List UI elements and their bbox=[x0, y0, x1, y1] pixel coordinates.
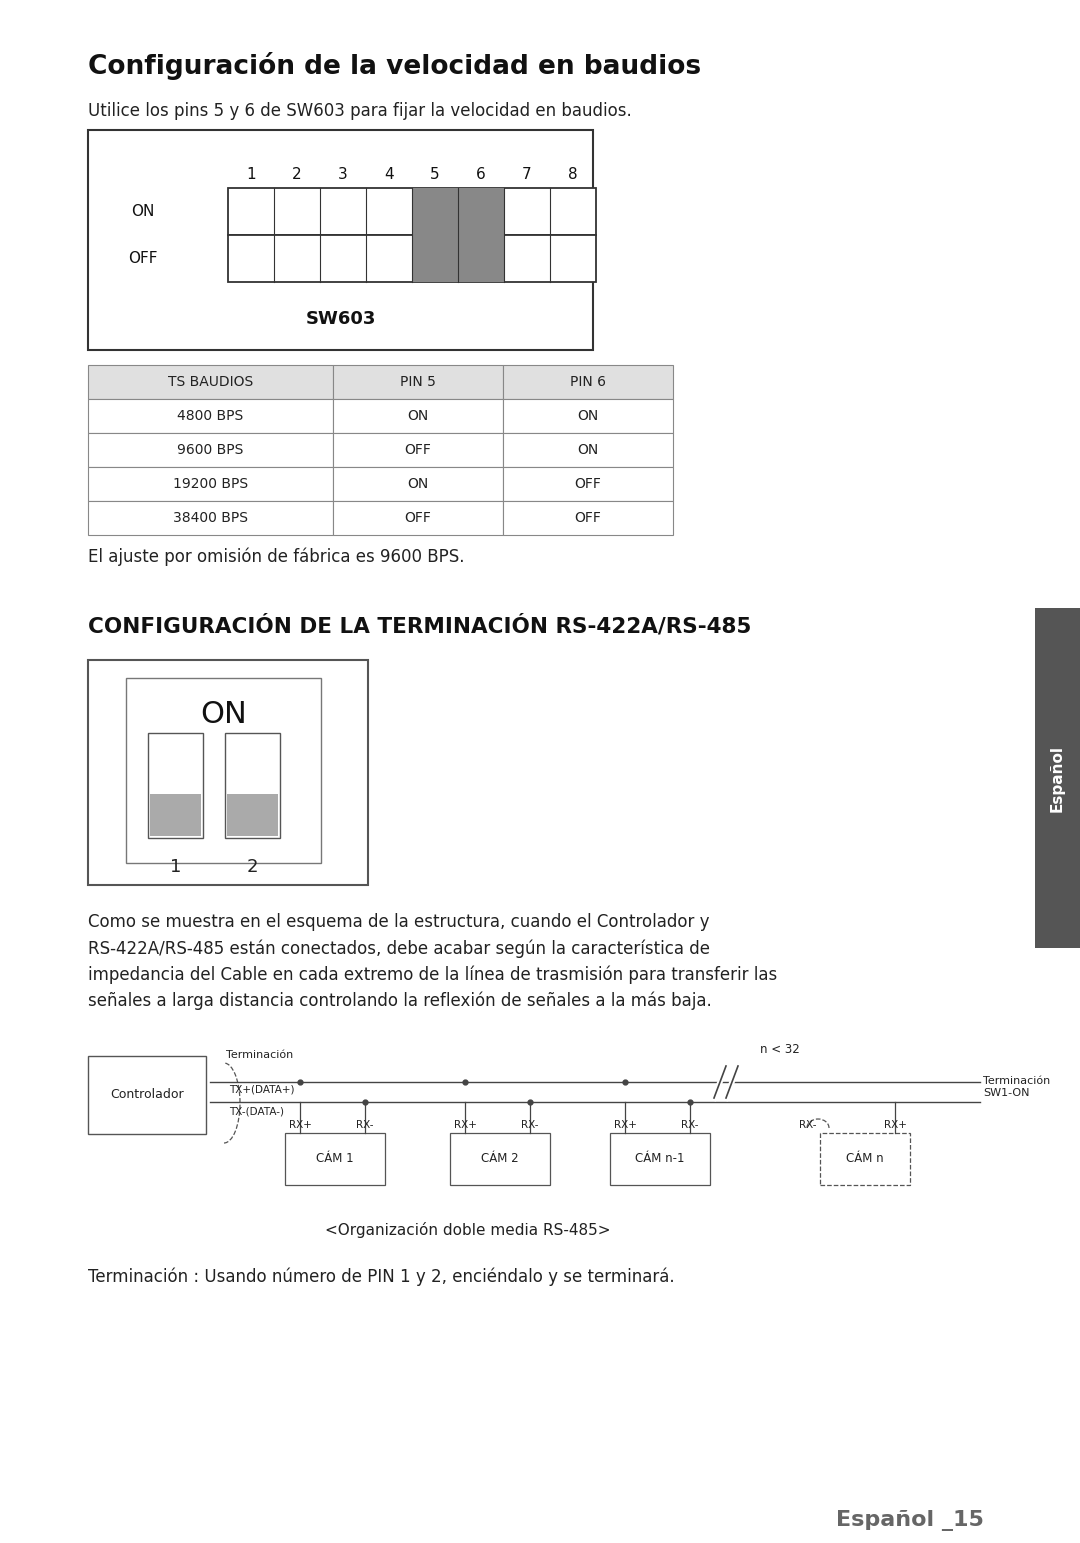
Text: impedancia del Cable en cada extremo de la línea de trasmisión para transferir l: impedancia del Cable en cada extremo de … bbox=[87, 964, 778, 983]
Bar bbox=[503, 400, 673, 434]
Text: Utilice los pins 5 y 6 de SW603 para fijar la velocidad en baudios.: Utilice los pins 5 y 6 de SW603 para fij… bbox=[87, 102, 632, 120]
Text: 5: 5 bbox=[430, 167, 440, 182]
Text: OFF: OFF bbox=[575, 477, 602, 491]
Text: CÁM 1: CÁM 1 bbox=[316, 1153, 354, 1165]
Text: ON: ON bbox=[407, 477, 429, 491]
Text: Controlador: Controlador bbox=[110, 1088, 184, 1102]
Text: RX+: RX+ bbox=[288, 1120, 311, 1129]
Text: Español _15: Español _15 bbox=[836, 1511, 984, 1531]
Text: PIN 5: PIN 5 bbox=[400, 375, 436, 389]
Bar bbox=[333, 366, 503, 400]
Text: Terminación: Terminación bbox=[983, 1075, 1050, 1086]
Text: RX-: RX- bbox=[681, 1120, 699, 1129]
Text: CÁM 2: CÁM 2 bbox=[482, 1153, 518, 1165]
Text: ON: ON bbox=[578, 443, 598, 457]
Text: CÁM n-1: CÁM n-1 bbox=[635, 1153, 685, 1165]
Text: OFF: OFF bbox=[405, 511, 431, 525]
Text: Como se muestra en el esquema de la estructura, cuando el Controlador y: Como se muestra en el esquema de la estr… bbox=[87, 913, 710, 930]
Bar bbox=[148, 733, 203, 838]
Bar bbox=[820, 1133, 910, 1185]
Text: 1: 1 bbox=[246, 167, 256, 182]
Bar bbox=[458, 235, 504, 282]
Text: Terminación : Usando número de PIN 1 y 2, enciéndalo y se terminará.: Terminación : Usando número de PIN 1 y 2… bbox=[87, 1268, 675, 1287]
Text: ON: ON bbox=[578, 409, 598, 423]
Text: 7: 7 bbox=[523, 167, 531, 182]
Bar bbox=[333, 434, 503, 468]
Text: 3: 3 bbox=[338, 167, 348, 182]
Text: 2: 2 bbox=[293, 167, 301, 182]
Text: RX-: RX- bbox=[522, 1120, 539, 1129]
Text: Terminación: Terminación bbox=[226, 1049, 294, 1060]
Text: 6: 6 bbox=[476, 167, 486, 182]
Text: RX+: RX+ bbox=[454, 1120, 476, 1129]
Text: 4: 4 bbox=[384, 167, 394, 182]
Bar bbox=[150, 795, 201, 836]
Text: OFF: OFF bbox=[129, 252, 158, 265]
Bar bbox=[450, 1133, 550, 1185]
Text: señales a larga distancia controlando la reflexión de señales a la más baja.: señales a larga distancia controlando la… bbox=[87, 991, 712, 1009]
Bar bbox=[87, 660, 368, 886]
Text: RX-: RX- bbox=[799, 1120, 816, 1129]
Bar bbox=[503, 501, 673, 535]
Text: SW603: SW603 bbox=[306, 310, 376, 329]
Text: CONFIGURACIÓN DE LA TERMINACIÓN RS-422A/RS-485: CONFIGURACIÓN DE LA TERMINACIÓN RS-422A/… bbox=[87, 616, 752, 637]
Text: TX-(DATA-): TX-(DATA-) bbox=[229, 1106, 284, 1116]
Text: 19200 BPS: 19200 BPS bbox=[173, 477, 248, 491]
Text: 1: 1 bbox=[170, 858, 181, 876]
Bar bbox=[503, 434, 673, 468]
Bar bbox=[227, 795, 278, 836]
Bar bbox=[87, 468, 333, 501]
Bar bbox=[225, 733, 280, 838]
Text: ON: ON bbox=[200, 701, 247, 728]
Text: 8: 8 bbox=[568, 167, 578, 182]
Text: El ajuste por omisión de fábrica es 9600 BPS.: El ajuste por omisión de fábrica es 9600… bbox=[87, 548, 464, 566]
Text: ON: ON bbox=[132, 204, 154, 219]
Bar bbox=[411, 235, 458, 282]
Text: ON: ON bbox=[407, 409, 429, 423]
Text: RX+: RX+ bbox=[883, 1120, 906, 1129]
Bar bbox=[333, 400, 503, 434]
Bar bbox=[228, 188, 596, 235]
Bar bbox=[87, 130, 593, 350]
Text: Configuración de la velocidad en baudios: Configuración de la velocidad en baudios bbox=[87, 52, 701, 80]
Text: OFF: OFF bbox=[405, 443, 431, 457]
Text: PIN 6: PIN 6 bbox=[570, 375, 606, 389]
Text: <Organización doble media RS-485>: <Organización doble media RS-485> bbox=[325, 1222, 611, 1237]
Bar bbox=[610, 1133, 710, 1185]
Bar bbox=[333, 501, 503, 535]
Text: TX+(DATA+): TX+(DATA+) bbox=[229, 1085, 295, 1096]
Bar bbox=[87, 1055, 206, 1134]
Bar bbox=[333, 468, 503, 501]
Text: 38400 BPS: 38400 BPS bbox=[173, 511, 248, 525]
Bar bbox=[228, 235, 596, 282]
Text: SW1-ON: SW1-ON bbox=[983, 1088, 1029, 1099]
Bar bbox=[87, 501, 333, 535]
Text: OFF: OFF bbox=[575, 511, 602, 525]
Text: 2: 2 bbox=[246, 858, 258, 876]
Text: RS-422A/RS-485 están conectados, debe acabar según la característica de: RS-422A/RS-485 están conectados, debe ac… bbox=[87, 940, 710, 958]
Bar bbox=[411, 188, 458, 235]
Text: RX-: RX- bbox=[356, 1120, 374, 1129]
Bar bbox=[285, 1133, 384, 1185]
Text: 4800 BPS: 4800 BPS bbox=[177, 409, 244, 423]
Text: 9600 BPS: 9600 BPS bbox=[177, 443, 244, 457]
Bar bbox=[458, 188, 504, 235]
Text: RX+: RX+ bbox=[613, 1120, 636, 1129]
Bar bbox=[126, 677, 321, 863]
Bar bbox=[87, 434, 333, 468]
Bar bbox=[1035, 608, 1080, 947]
Bar bbox=[503, 366, 673, 400]
Bar bbox=[87, 400, 333, 434]
Bar bbox=[503, 468, 673, 501]
Text: CÁM n: CÁM n bbox=[847, 1153, 883, 1165]
Text: Español: Español bbox=[1050, 745, 1065, 812]
Text: n < 32: n < 32 bbox=[760, 1043, 800, 1055]
Text: TS BAUDIOS: TS BAUDIOS bbox=[167, 375, 253, 389]
Bar bbox=[87, 366, 333, 400]
